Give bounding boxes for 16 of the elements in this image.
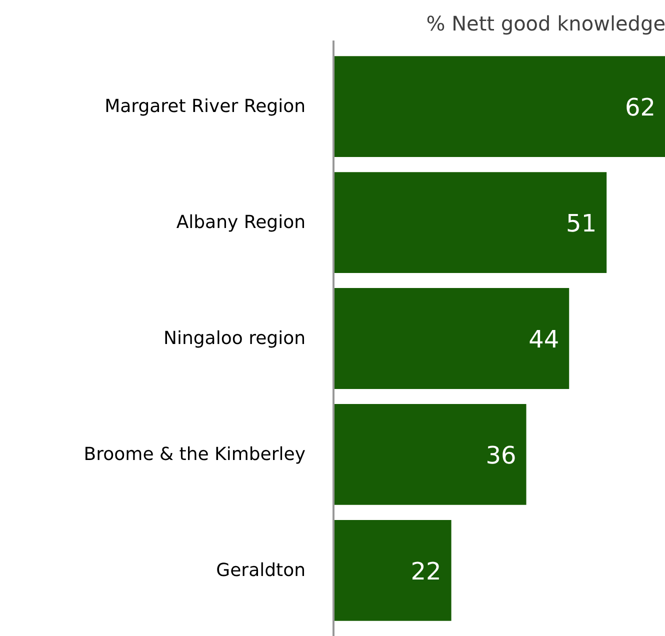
data-label: 51 [566, 210, 597, 238]
bar [334, 520, 452, 621]
chart-title: % Nett good knowledge [426, 12, 665, 36]
bar [334, 172, 607, 273]
y-tick-label: Broome & the Kimberley [84, 444, 306, 465]
bar [334, 56, 665, 158]
data-label: 36 [486, 441, 516, 470]
y-tick-label: Geraldton [216, 560, 306, 581]
data-label: 22 [410, 557, 442, 586]
y-tick-label: Albany Region [176, 212, 306, 234]
data-label: 62 [624, 94, 656, 122]
bar [334, 404, 526, 505]
y-tick-label: Ningaloo region [163, 328, 306, 349]
y-tick-label: Margaret River Region [104, 96, 306, 118]
bar [334, 288, 570, 389]
data-label: 44 [528, 326, 560, 354]
